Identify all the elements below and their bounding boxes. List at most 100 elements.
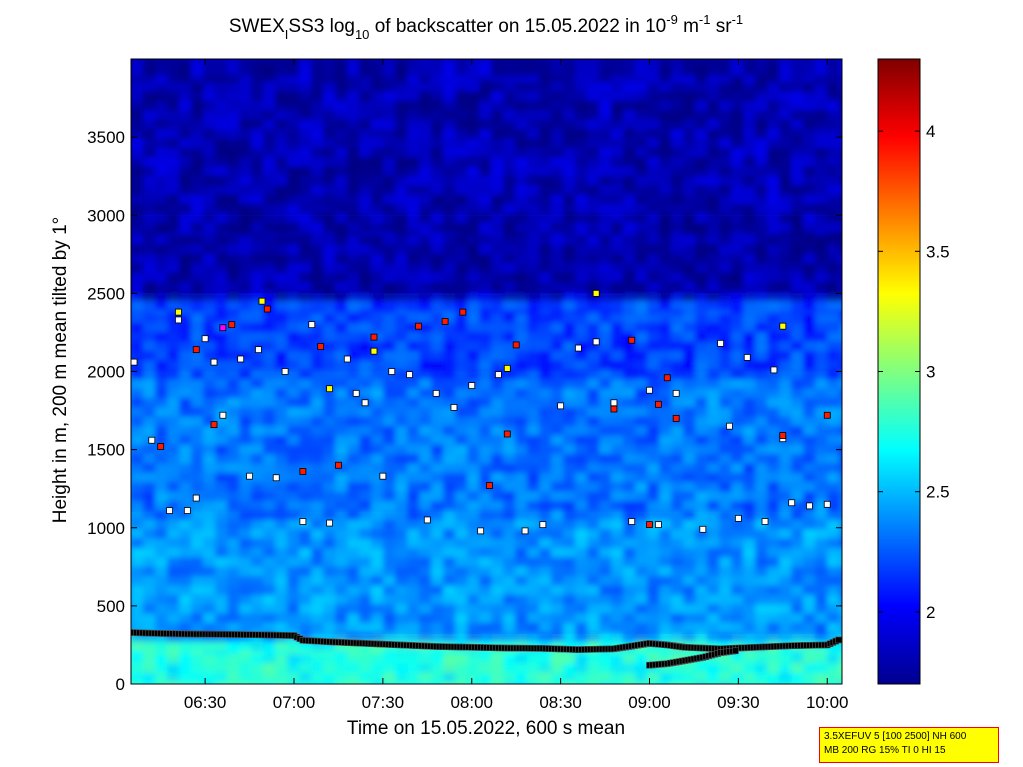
heatmap-cell xyxy=(839,305,842,323)
heatmap-cell xyxy=(683,59,696,76)
marker-yellow xyxy=(326,385,333,393)
colorbar-ticks: 22.533.54 xyxy=(878,122,950,622)
heatmap-cell xyxy=(839,615,842,633)
heatmap-cell xyxy=(839,130,842,148)
heatmap-cell xyxy=(839,315,842,333)
marker-white xyxy=(521,527,529,535)
heatmap-cell xyxy=(839,371,842,389)
x-axis-ticks: 06:30 07:00 07:30 08:00 08:30 09:00 09:30 10:00 xyxy=(184,59,849,712)
marker-white xyxy=(299,518,307,525)
heatmap-cell xyxy=(839,343,842,361)
heatmap-cell xyxy=(323,59,336,76)
heatmap-cell xyxy=(839,455,842,473)
x-tick-label: 07:00 xyxy=(273,693,316,712)
marker-surface-layer-black xyxy=(835,636,842,644)
x-tick-label: 07:30 xyxy=(362,693,405,712)
marker-yellow xyxy=(779,322,787,330)
marker-white xyxy=(255,346,262,354)
y-tick-label: 2500 xyxy=(87,284,125,303)
y-tick-label: 3500 xyxy=(87,128,125,147)
heatmap-cell xyxy=(839,159,842,176)
heatmap-cell xyxy=(335,59,348,76)
marker-white xyxy=(308,321,316,329)
heatmap-cell xyxy=(839,437,842,455)
heatmap-cell xyxy=(839,112,842,130)
heatmap-cell xyxy=(827,59,840,76)
heatmap-cell xyxy=(839,549,842,567)
heatmap-cell xyxy=(839,474,842,492)
heatmap-cell xyxy=(839,284,842,301)
heatmap-cell xyxy=(311,59,324,76)
heatmap-cell xyxy=(839,605,842,623)
marker-white xyxy=(726,422,733,430)
marker-red xyxy=(459,308,467,316)
heatmap-cell xyxy=(155,59,168,76)
heatmap-cell xyxy=(467,59,480,76)
processing-info-box: 3.5XEFUV 5 [100 2500] NH 600 MB 200 RG 1… xyxy=(819,727,999,763)
marker-magenta xyxy=(219,324,227,332)
heatmap-cell xyxy=(359,59,372,76)
marker-yellow xyxy=(258,297,266,305)
marker-lower-branch-black xyxy=(732,647,739,655)
y-tick-label: 2000 xyxy=(87,363,125,382)
heatmap-cell xyxy=(671,59,684,76)
y-axis-label: Height in m, 200 m mean tilted by 1° xyxy=(50,217,71,523)
marker-white xyxy=(432,389,440,397)
marker-red xyxy=(370,333,378,341)
marker-red xyxy=(157,443,165,450)
heatmap-cell xyxy=(299,59,312,76)
heatmap-cell xyxy=(839,196,842,214)
info-line-1: 3.5XEFUV 5 [100 2500] NH 600 xyxy=(824,731,967,742)
heatmap-cell xyxy=(839,665,842,683)
marker-white xyxy=(654,521,662,529)
marker-red xyxy=(512,341,520,349)
marker-white xyxy=(761,518,769,525)
marker-white xyxy=(717,339,724,347)
y-tick-label: 1000 xyxy=(87,519,125,538)
marker-white xyxy=(423,516,431,524)
heatmap-cell xyxy=(815,59,828,76)
marker-red xyxy=(503,430,511,438)
marker-white xyxy=(166,507,173,514)
marker-white xyxy=(495,371,502,379)
colorbar-tick-label: 2.5 xyxy=(926,483,950,502)
marker-white xyxy=(183,507,191,514)
marker-white xyxy=(210,358,218,366)
heatmap-cell xyxy=(839,540,842,558)
marker-white xyxy=(379,472,387,480)
marker-white xyxy=(592,338,600,346)
heatmap-cell xyxy=(479,59,492,76)
marker-red xyxy=(335,461,342,469)
marker-red xyxy=(823,411,831,419)
marker-red xyxy=(441,318,449,325)
colorbar-tick-label: 2 xyxy=(926,603,935,622)
heatmap-cell xyxy=(839,121,842,139)
heatmap-cell xyxy=(839,187,842,205)
heatmap-cell xyxy=(347,59,360,76)
y-tick-label: 500 xyxy=(97,597,125,616)
heatmap-cell xyxy=(707,59,720,76)
heatmap-cell xyxy=(839,502,842,520)
heatmap-cell xyxy=(839,324,842,342)
backscatter-heatmap xyxy=(131,59,842,684)
marker-white xyxy=(672,389,680,397)
heatmap-cell xyxy=(191,59,204,76)
heatmap-cell xyxy=(491,59,504,76)
marker-white xyxy=(770,366,778,374)
heatmap-cell xyxy=(839,409,842,426)
heatmap-cell xyxy=(839,255,842,273)
marker-white xyxy=(246,472,253,480)
marker-red xyxy=(192,346,200,354)
marker-red xyxy=(486,482,493,489)
heatmap-cell xyxy=(839,59,842,76)
chart-title: SWEXISS3 log10 of backscatter on 15.05.2… xyxy=(229,12,743,42)
marker-red xyxy=(663,374,671,382)
y-tick-label: 1500 xyxy=(87,441,125,460)
marker-yellow xyxy=(370,347,378,355)
marker-white xyxy=(610,399,618,407)
heatmap-cell xyxy=(839,149,842,167)
heatmap-cell xyxy=(635,59,648,76)
marker-red xyxy=(210,421,218,429)
heatmap-cell xyxy=(371,59,384,76)
heatmap-cell xyxy=(263,59,276,76)
